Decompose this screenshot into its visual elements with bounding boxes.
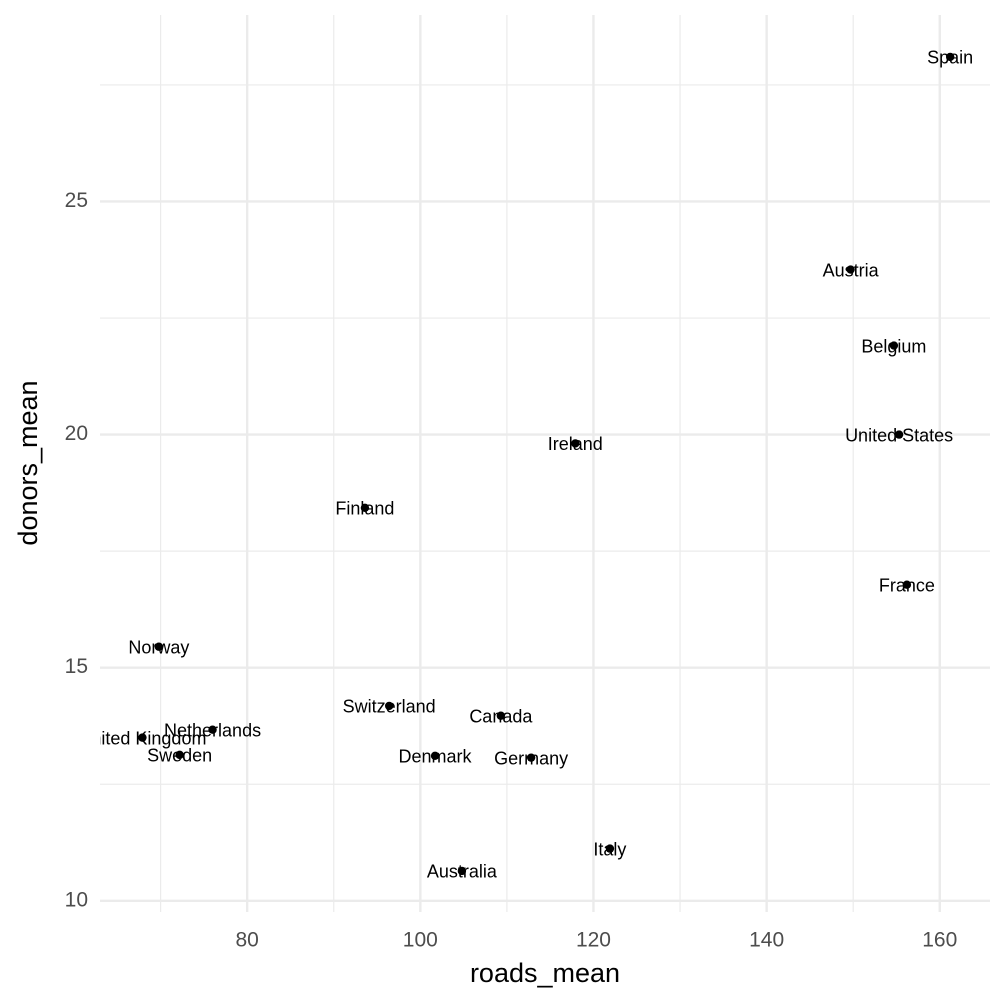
point [175,750,184,760]
point [571,439,580,448]
point [430,751,440,761]
point-label: Switzerland [343,697,436,717]
y-axis-title: donors_mean [13,380,43,545]
x-tick-label: 80 [235,929,258,952]
point-label: Italy [593,839,626,859]
point-label: Sweden [147,746,212,766]
point-label: United Kingdom [78,728,206,748]
y-tick-label: 25 [65,189,88,212]
x-tick-label: 120 [576,929,611,952]
y-tick-label: 20 [65,422,88,445]
grid [100,15,990,912]
x-tick-label: 160 [922,929,957,952]
point [846,265,855,274]
y-tick-label: 15 [65,655,88,678]
point [384,701,394,711]
point [902,580,912,589]
x-axis-title: roads_mean [470,958,620,988]
point [894,430,904,439]
point [526,753,536,762]
point-label: Canada [469,706,533,726]
point-label: Ireland [548,434,603,454]
point [605,844,615,853]
point [360,503,370,512]
point-label: Australia [427,862,498,882]
point [496,711,506,720]
point-label: United States [845,425,953,445]
point [154,642,164,651]
point [945,52,955,62]
point-label: Spain [927,48,973,68]
point [889,341,899,350]
point-label: Norway [128,637,189,657]
point-label: Finland [335,499,394,519]
point-label: Denmark [399,747,473,767]
point-label: Germany [494,748,568,768]
point [457,866,467,876]
x-tick-label: 100 [403,929,438,952]
point-label: Netherlands [164,720,261,740]
points: Spain Austria Belgium United States Ireland F… [78,48,973,882]
point [138,733,147,742]
point-label: Austria [823,260,880,280]
point-label: France [879,575,935,595]
point [208,725,217,734]
point-label: Belgium [861,336,926,356]
x-tick-label: 140 [749,929,784,952]
y-tick-label: 10 [65,888,88,911]
